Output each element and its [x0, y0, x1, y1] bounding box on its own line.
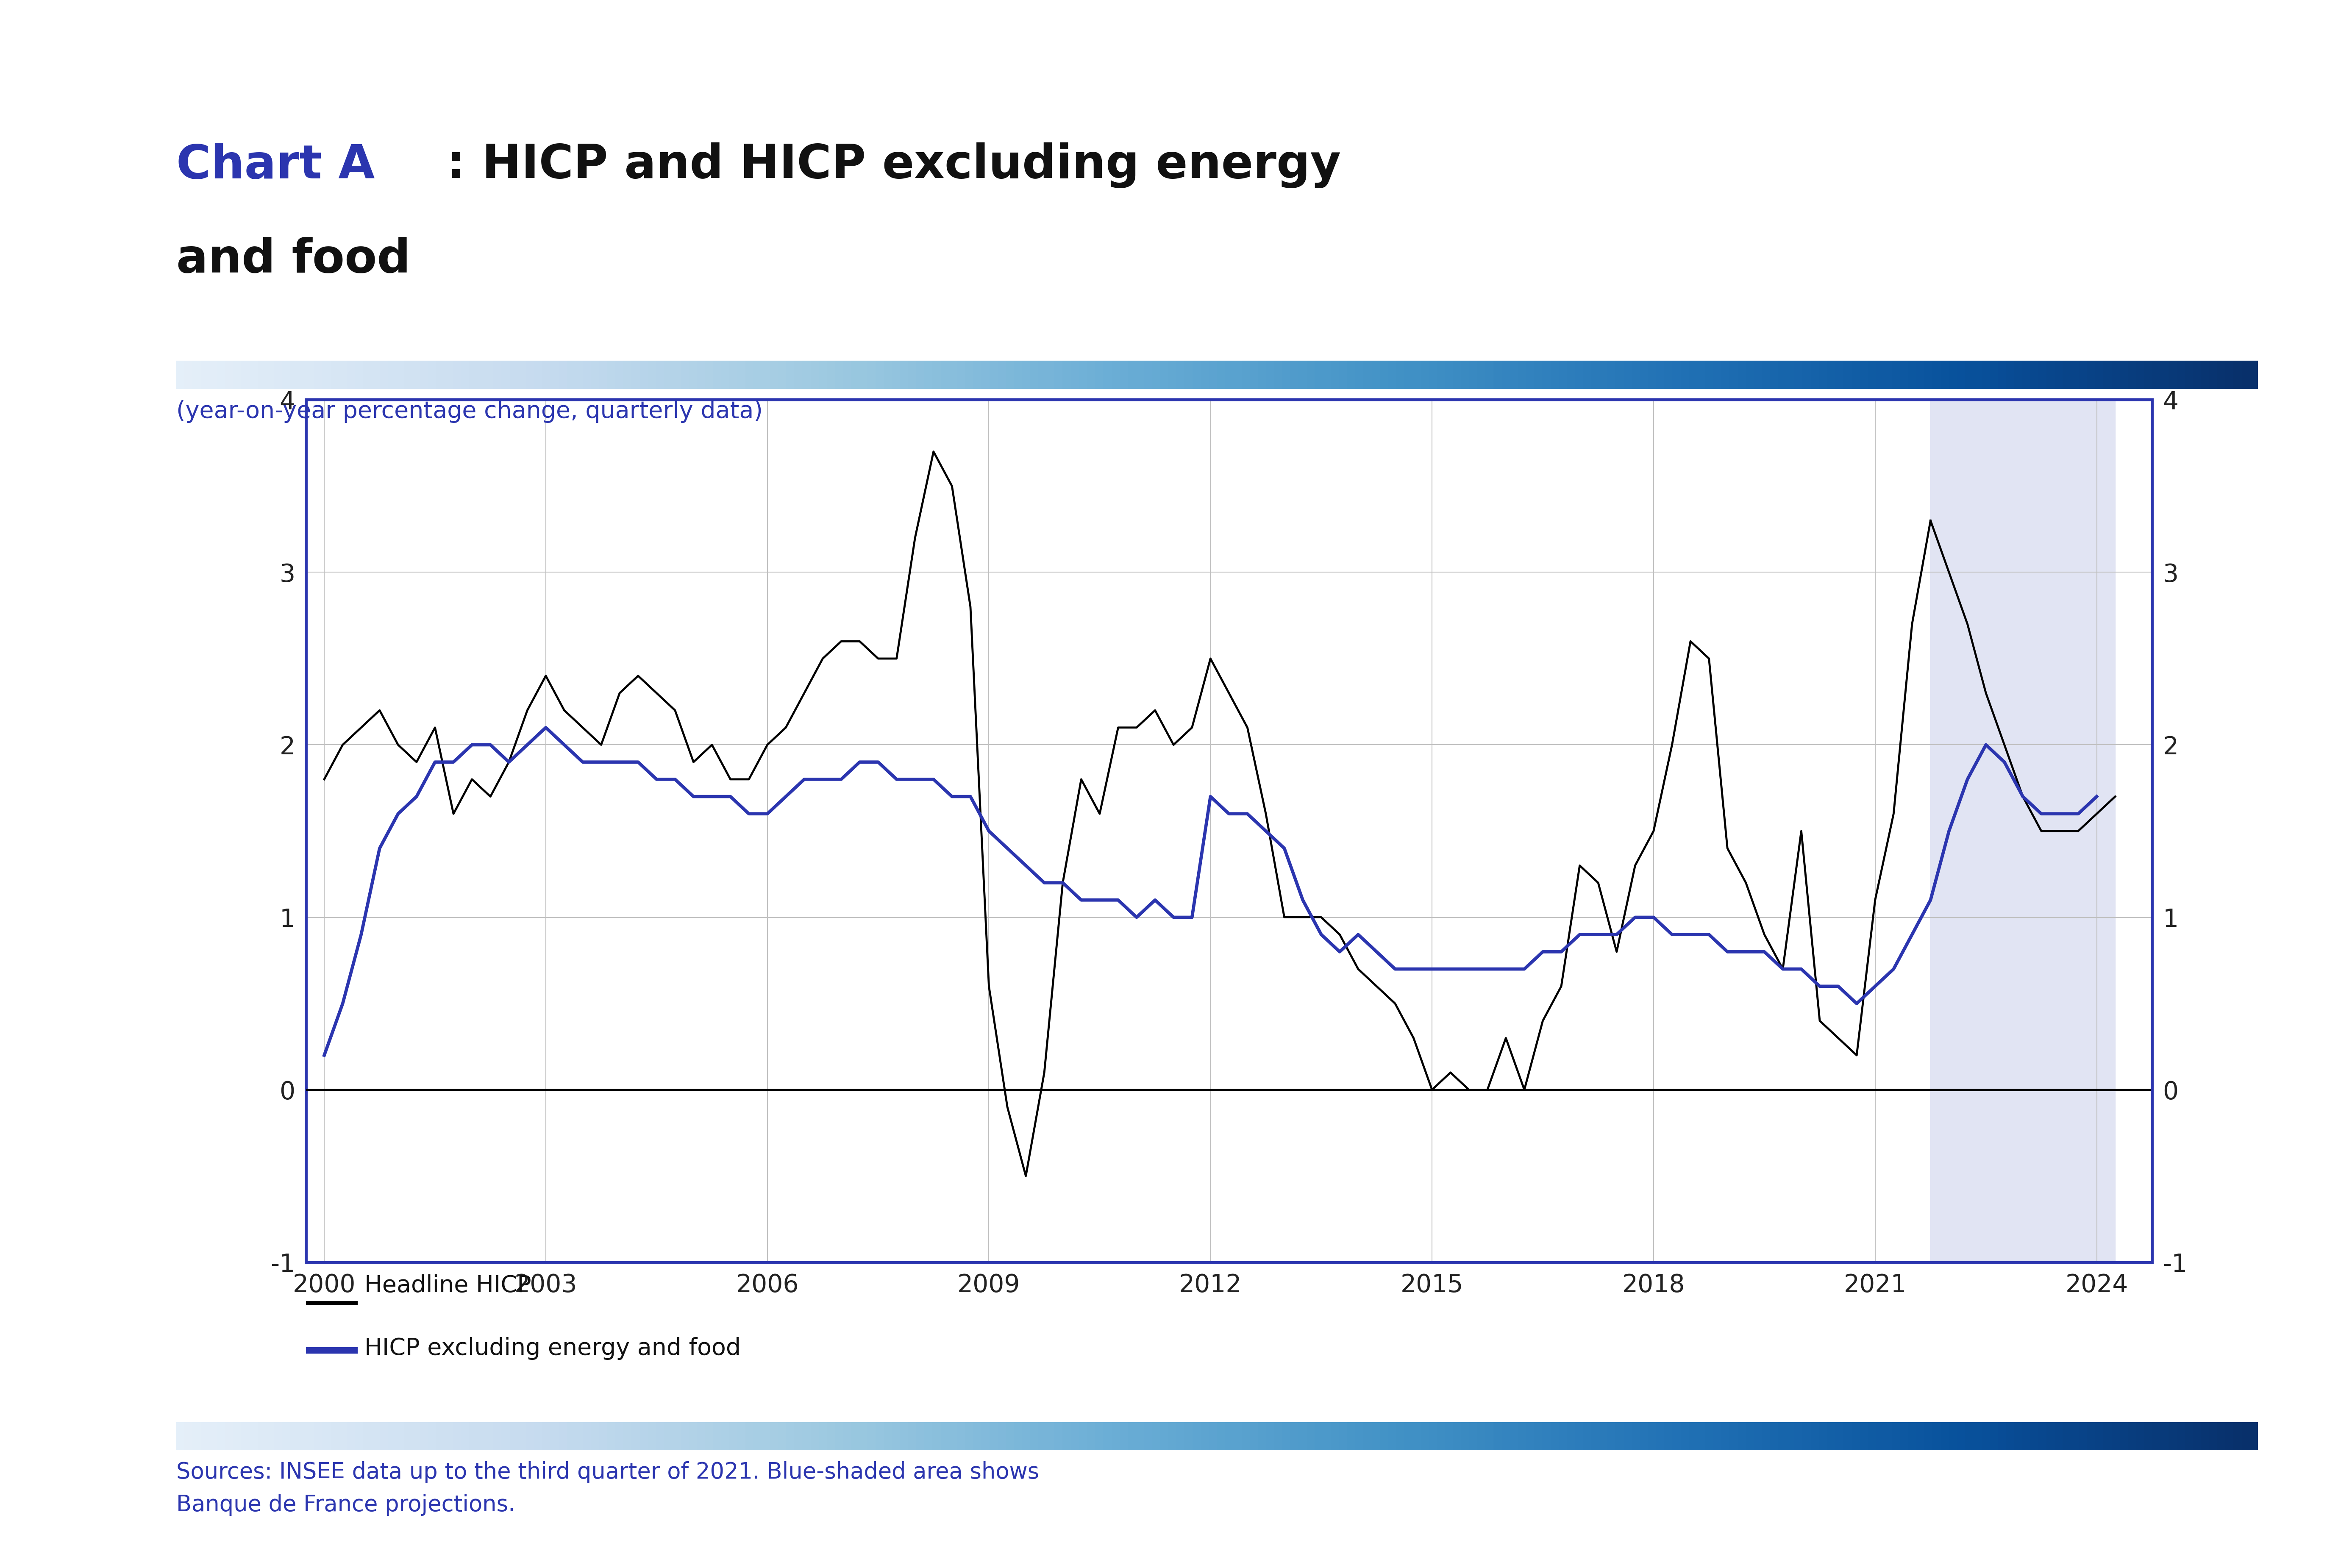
Text: (year-on-year percentage change, quarterly data): (year-on-year percentage change, quarter… — [176, 400, 762, 423]
Text: Chart A: Chart A — [176, 143, 374, 188]
Text: Headline HICP: Headline HICP — [365, 1275, 532, 1297]
Text: and food: and food — [176, 237, 412, 282]
Text: HICP excluding energy and food: HICP excluding energy and food — [365, 1338, 741, 1359]
Bar — [1931, 400, 2114, 1262]
Text: Sources: INSEE data up to the third quarter of 2021. Blue-shaded area shows
Banq: Sources: INSEE data up to the third quar… — [176, 1461, 1040, 1516]
Text: : HICP and HICP excluding energy: : HICP and HICP excluding energy — [447, 143, 1341, 188]
